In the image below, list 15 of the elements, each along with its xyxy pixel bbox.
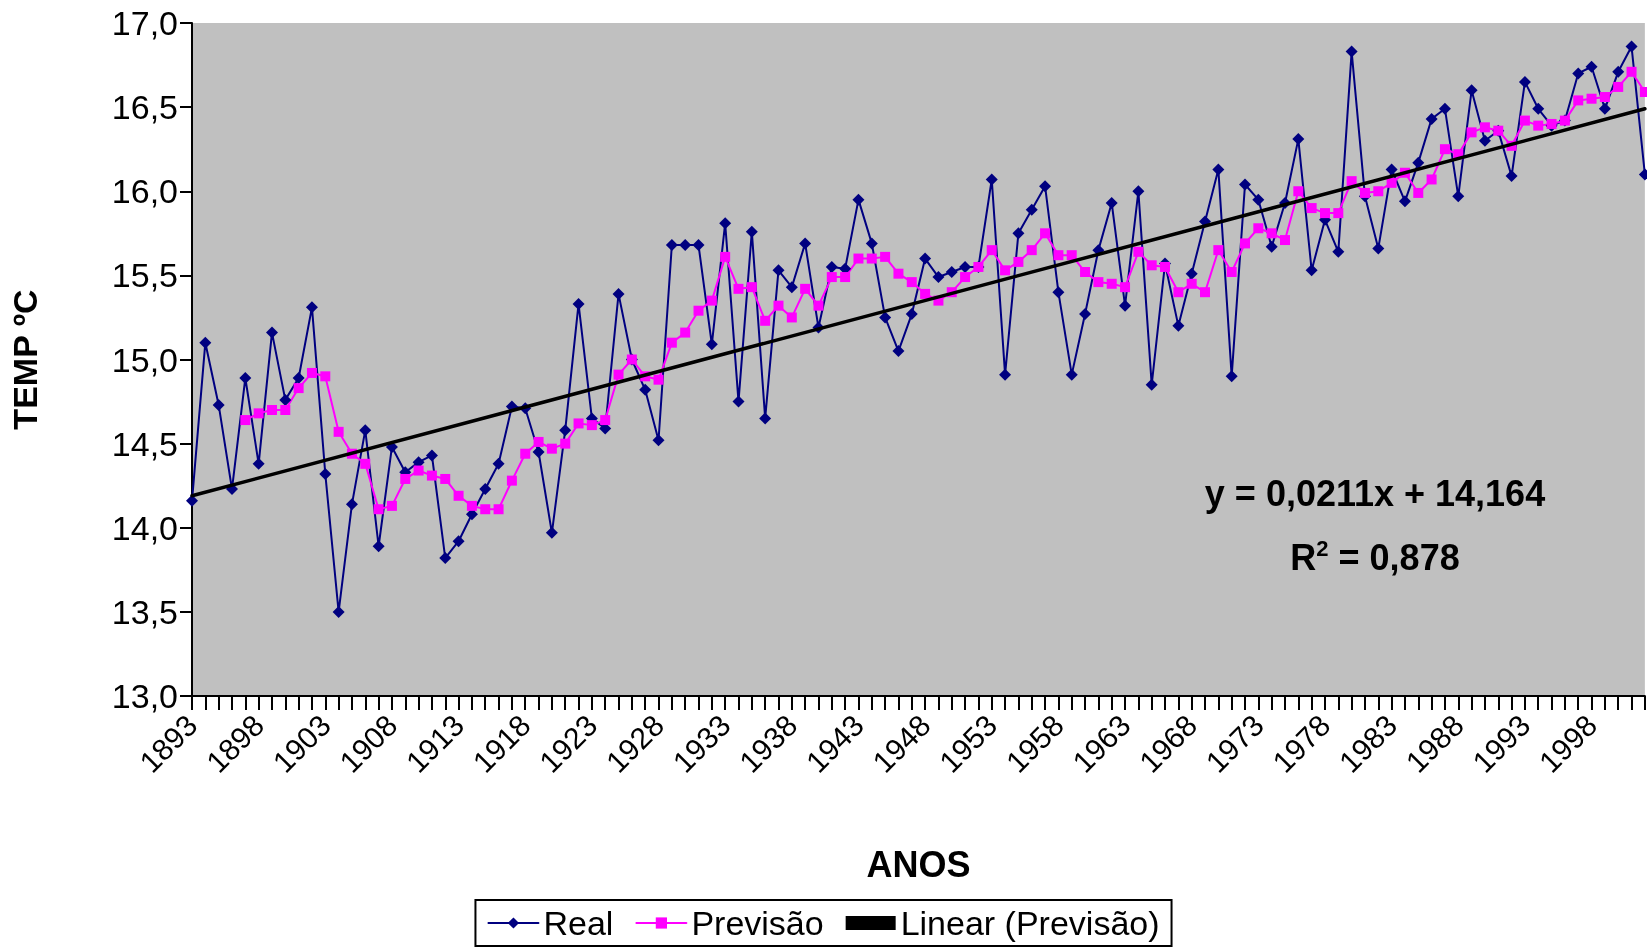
y-tick-label: 17,0 xyxy=(111,4,178,42)
y-tick-label: 14,5 xyxy=(111,424,178,463)
y-tick-label: 13,0 xyxy=(111,677,178,715)
legend-label: Previsão xyxy=(691,904,824,942)
x-axis-title: ANOS xyxy=(866,843,971,885)
y-tick-label: 15,0 xyxy=(111,340,178,379)
y-tick-label: 16,5 xyxy=(111,88,178,127)
legend-label: Real xyxy=(543,904,614,942)
annotation: y = 0,0211x + 14,164 xyxy=(1204,472,1546,514)
y-axis-title: TEMP ºC xyxy=(6,289,44,430)
y-tick-label: 16,0 xyxy=(111,172,178,211)
y-tick-label: 14,0 xyxy=(111,508,178,547)
legend-label: Linear (Previsão) xyxy=(900,904,1160,942)
y-tick-label: 13,5 xyxy=(111,592,178,631)
y-tick-label: 15,5 xyxy=(111,256,178,295)
